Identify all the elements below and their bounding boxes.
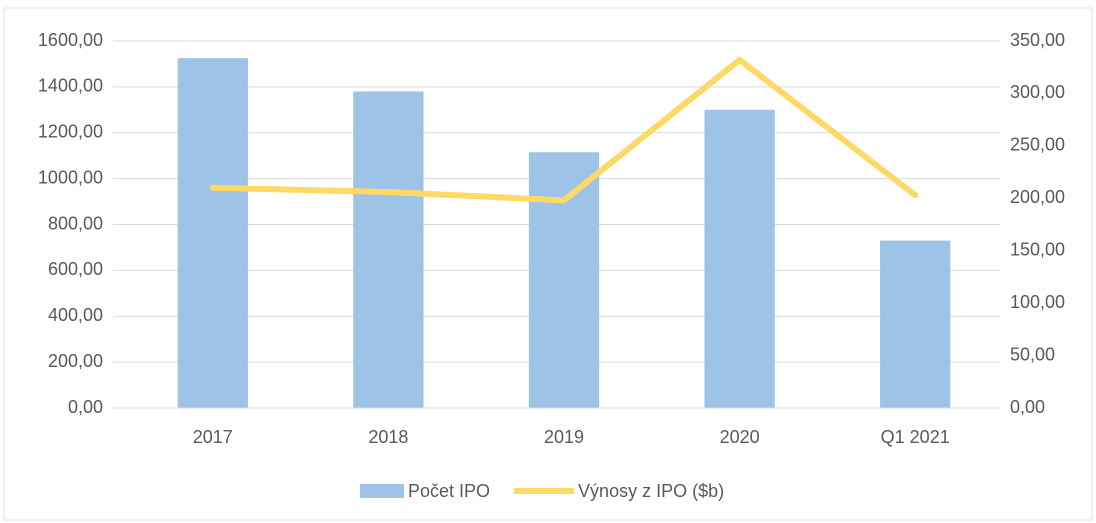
y-tick-label: 600,00	[48, 259, 103, 279]
x-tick-label: 2017	[193, 427, 233, 447]
y-tick-label: 1600,00	[38, 30, 103, 50]
y2-tick-label: 50,00	[1010, 344, 1055, 364]
y2-tick-label: 250,00	[1010, 135, 1065, 155]
x-tick-label: Q1 2021	[881, 427, 950, 447]
bar	[177, 58, 248, 408]
y-tick-label: 200,00	[48, 351, 103, 371]
y-tick-label: 1200,00	[38, 122, 103, 142]
y-tick-label: 0,00	[68, 397, 103, 417]
y-tick-label: 400,00	[48, 305, 103, 325]
y2-tick-label: 0,00	[1010, 397, 1045, 417]
y-tick-label: 800,00	[48, 213, 103, 233]
x-tick-label: 2020	[720, 427, 760, 447]
line	[209, 56, 919, 204]
bar	[704, 109, 775, 408]
bar	[528, 152, 600, 408]
y2-tick-label: 300,00	[1010, 82, 1065, 102]
y-tick-label: 1000,00	[38, 167, 103, 187]
bar	[880, 240, 951, 408]
y2-tick-label: 200,00	[1010, 187, 1065, 207]
y2-tick-label: 100,00	[1010, 292, 1065, 312]
bar	[353, 91, 424, 409]
y-tick-label: 1400,00	[38, 76, 103, 96]
legend-label: Výnosy z IPO ($b)	[578, 481, 724, 501]
x-tick-label: 2018	[368, 427, 408, 447]
x-tick-label: 2019	[544, 427, 584, 447]
legend-label: Počet IPO	[408, 481, 490, 501]
y2-tick-label: 350,00	[1010, 30, 1065, 50]
y2-tick-label: 150,00	[1010, 239, 1065, 259]
legend-swatch	[360, 484, 404, 498]
